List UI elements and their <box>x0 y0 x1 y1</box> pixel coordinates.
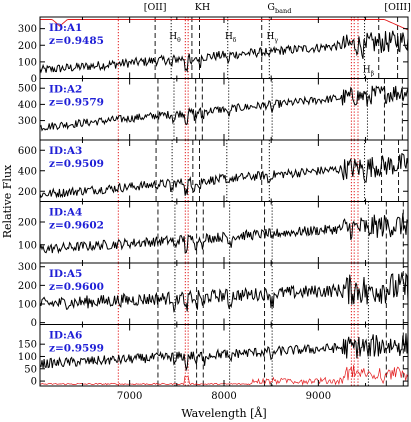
y-tick-label: 400 <box>18 166 37 177</box>
panel-redshift-label: z=0.9485 <box>49 35 104 47</box>
panel-frame <box>39 78 409 141</box>
y-tick-label: 100 <box>18 57 37 68</box>
y-tick-label: 100 <box>18 240 37 251</box>
panel-frame <box>39 262 409 325</box>
y-tick-label: 300 <box>18 116 37 127</box>
y-tick-label: 200 <box>18 187 37 198</box>
top-line-label: Gband <box>267 2 291 15</box>
line-name-label: Hδ <box>225 32 237 44</box>
y-tick-label: 200 <box>18 218 37 229</box>
y-tick-label: 600 <box>18 146 37 157</box>
panel-frame <box>39 201 409 264</box>
galaxy-spectrum <box>40 212 408 255</box>
panel-frame <box>39 16 409 79</box>
y-tick-label: 100 <box>18 352 37 363</box>
y-tick-label: 150 <box>18 340 37 351</box>
panel-id-label: ID:A1 <box>49 22 82 34</box>
y-tick-label: 500 <box>18 84 37 95</box>
galaxy-spectrum <box>40 152 408 199</box>
panel-id-label: ID:A2 <box>49 84 82 96</box>
x-tick-label: 7000 <box>117 391 142 402</box>
panel-redshift-label: z=0.9599 <box>49 343 104 355</box>
panel-redshift-label: z=0.9600 <box>49 281 104 293</box>
galaxy-spectrum <box>40 333 408 372</box>
y-tick-label: 300 <box>18 24 37 35</box>
y-tick-label: 50 <box>24 364 37 375</box>
line-name-label: Hθ <box>169 32 181 44</box>
panel-redshift-label: z=0.9602 <box>49 220 104 232</box>
y-tick-label: 0 <box>31 318 37 329</box>
galaxy-spectrum <box>40 272 408 313</box>
y-tick-label: 300 <box>18 262 37 273</box>
galaxy-spectrum <box>40 30 408 74</box>
panel-redshift-label: z=0.9509 <box>49 158 104 170</box>
y-tick-label: 200 <box>18 41 37 52</box>
line-name-label: Hβ <box>363 66 375 78</box>
line-name-label: Hγ <box>266 32 278 44</box>
top-line-label: [OIII] <box>384 2 410 13</box>
y-tick-label: 0 <box>31 74 37 85</box>
y-axis-title: Relative Flux <box>1 164 14 238</box>
panel-id-label: ID:A3 <box>49 145 82 157</box>
panel-frame <box>39 139 409 202</box>
panel-id-label: ID:A5 <box>49 268 82 280</box>
y-tick-label: 0 <box>31 377 37 388</box>
x-axis-title: Wavelength [Å] <box>181 406 266 420</box>
panel-id-label: ID:A6 <box>49 330 82 342</box>
top-line-label: KH <box>195 2 210 13</box>
panel-id-label: ID:A4 <box>49 207 82 219</box>
x-tick-label: 9000 <box>306 391 331 402</box>
galaxy-spectrum <box>40 85 408 132</box>
y-tick-label: 200 <box>18 281 37 292</box>
x-tick-label: 8000 <box>211 391 236 402</box>
y-tick-label: 100 <box>18 300 37 311</box>
top-line-label: [OII] <box>144 2 167 13</box>
y-tick-label: 400 <box>18 100 37 111</box>
panel-redshift-label: z=0.9579 <box>49 97 104 109</box>
